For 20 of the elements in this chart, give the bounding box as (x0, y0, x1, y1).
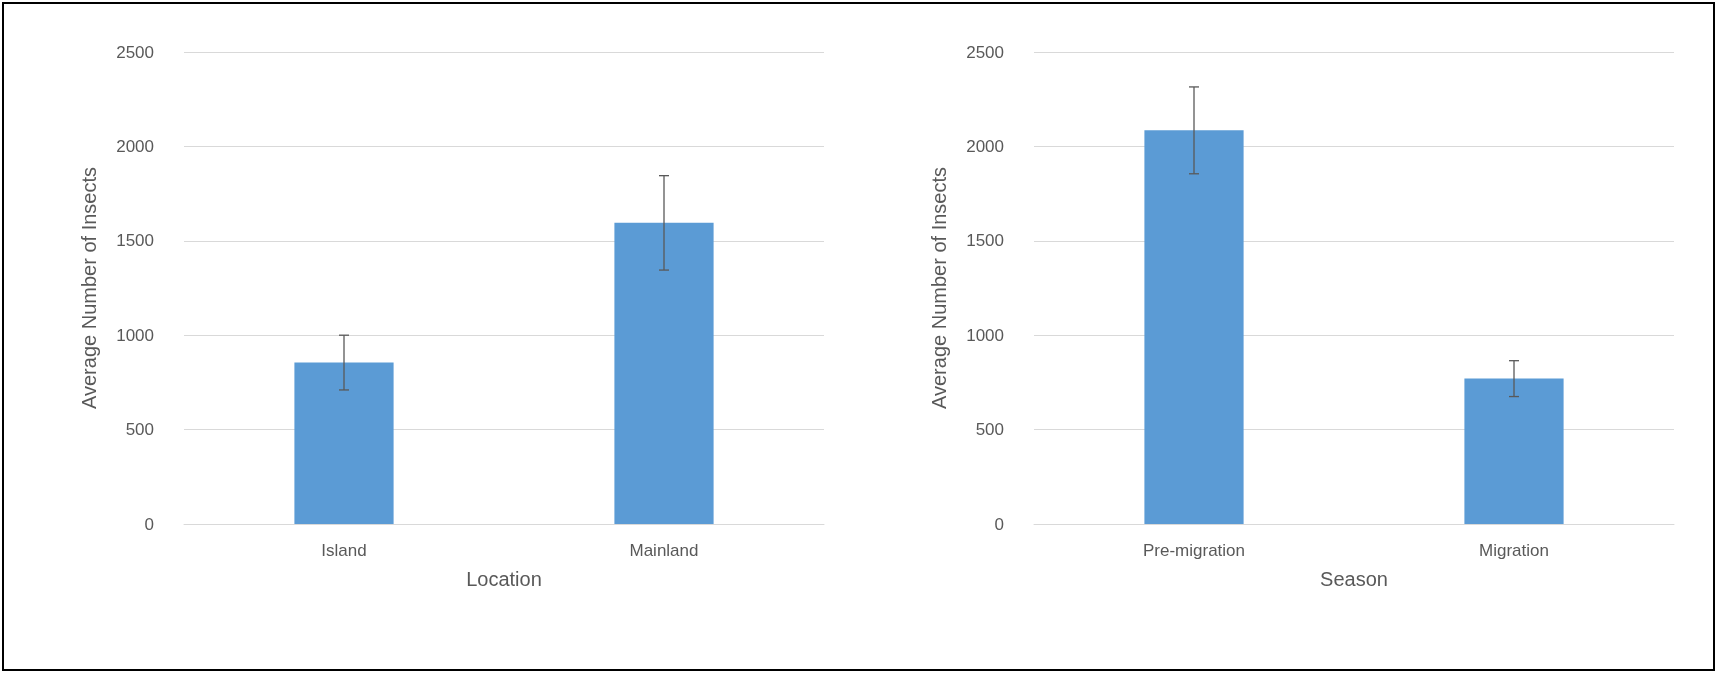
y-tick-label: 2500 (966, 42, 1004, 62)
y-tick-label: 1500 (116, 231, 154, 251)
x-tick-label: Island (321, 541, 367, 560)
y-tick-label: 0 (994, 514, 1004, 534)
y-tick-label: 0 (144, 514, 154, 534)
x-axis-title: Location (466, 568, 542, 590)
y-tick-label: 1500 (966, 231, 1004, 251)
y-axis-title: Average Number of Insects (928, 167, 950, 409)
x-axis-title: Season (1320, 568, 1388, 590)
y-tick-label: 2000 (966, 136, 1004, 156)
y-tick-label: 2500 (116, 42, 154, 62)
x-tick-label: Pre-migration (1142, 541, 1246, 560)
y-tick-label: 1000 (116, 325, 154, 345)
y-tick-label: 1000 (966, 325, 1004, 345)
x-tick-label: Migration (1479, 541, 1549, 560)
y-tick-label: 2000 (116, 136, 154, 156)
x-tick-label: Mainland (629, 541, 699, 560)
y-tick-label: 500 (975, 420, 1004, 440)
y-tick-label: 500 (125, 420, 154, 440)
y-axis-title: Average Number of Insects (78, 167, 100, 409)
